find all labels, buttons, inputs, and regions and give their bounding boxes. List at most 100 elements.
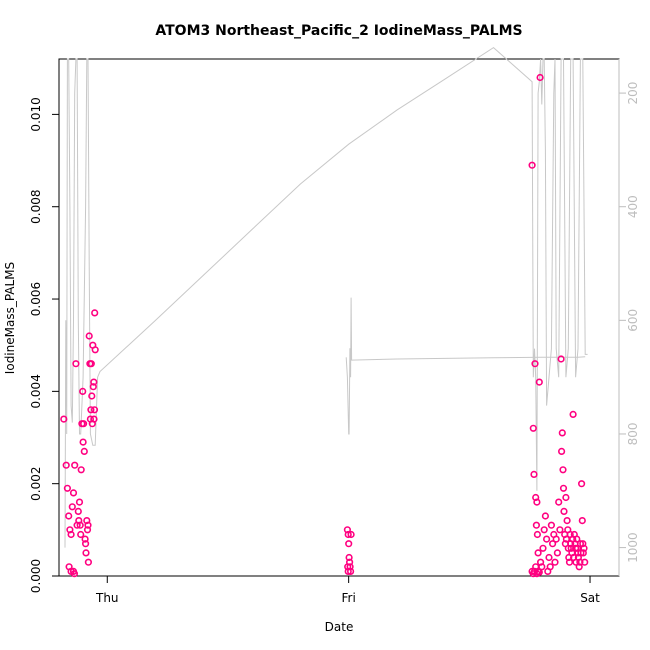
data-point: [530, 470, 538, 479]
data-point: [85, 332, 93, 340]
data-point: [573, 535, 581, 543]
data-point: [533, 498, 541, 506]
data-point: [531, 360, 539, 368]
data-point: [558, 429, 566, 437]
data-point: [68, 503, 76, 511]
data-point: [90, 406, 99, 414]
data-point: [551, 558, 559, 566]
data-point: [555, 498, 563, 506]
data-point: [552, 535, 560, 543]
y2-tick-label: 400: [626, 195, 640, 218]
data-point: [580, 544, 588, 552]
data-point: [347, 530, 355, 539]
secondary-line-layer: [64, 46, 588, 548]
data-point: [76, 521, 84, 529]
data-point: [79, 438, 87, 446]
data-point: [62, 461, 70, 469]
data-point: [536, 73, 544, 82]
data-point: [75, 498, 84, 506]
y2-tick-label: 600: [626, 309, 640, 332]
y2-tick-label: 800: [626, 423, 640, 446]
data-point: [579, 549, 587, 557]
data-point: [81, 535, 89, 543]
data-point: [84, 558, 92, 566]
data-point: [87, 360, 95, 368]
data-point: [563, 516, 571, 525]
data-point: [557, 447, 566, 456]
data-point: [63, 484, 71, 492]
data-point: [532, 521, 541, 529]
y-axis: 0.000 0.002 0.004 0.006 0.008 0.010: [29, 97, 59, 593]
data-point: [576, 540, 585, 548]
y-tick-label: 0.002: [29, 466, 43, 500]
data-point: [346, 563, 354, 571]
data-point: [529, 424, 537, 432]
data-point: [345, 553, 353, 562]
data-point: [578, 516, 586, 525]
data-point: [81, 540, 90, 548]
altitude-line-2: [345, 297, 586, 435]
data-point: [69, 489, 78, 497]
data-point: [74, 507, 82, 516]
data-point: [79, 420, 88, 428]
data-point: [546, 563, 554, 571]
data-point: [60, 415, 68, 423]
data-point: [90, 415, 98, 423]
data-point: [557, 355, 565, 363]
data-point: [345, 540, 353, 548]
data-point: [83, 526, 92, 534]
data-point: [547, 521, 556, 529]
chart-title: ATOM3 Northeast_Pacific_2 IodineMass_PAL…: [155, 23, 522, 39]
data-point: [556, 526, 564, 534]
data-point: [575, 563, 583, 571]
data-point: [538, 563, 546, 571]
data-point: [87, 406, 95, 414]
data-point: [84, 521, 92, 529]
data-point: [65, 512, 73, 520]
data-point: [88, 392, 96, 400]
data-point: [539, 544, 547, 552]
y2-tick-label: 1000: [626, 532, 640, 563]
data-point: [545, 553, 553, 562]
data-point: [344, 530, 352, 539]
data-point: [91, 309, 99, 317]
data-point: [528, 161, 536, 169]
data-point: [559, 466, 567, 474]
data-point: [77, 466, 85, 474]
x-tick-label: Fri: [342, 591, 356, 605]
y-tick-label: 0.006: [29, 282, 43, 316]
x-axis-label: Date: [325, 620, 354, 634]
data-point: [91, 346, 99, 354]
data-point: [533, 530, 542, 539]
y2-tick-label: 200: [626, 82, 640, 105]
data-point: [541, 512, 550, 520]
data-point: [70, 570, 78, 578]
data-point: [540, 526, 548, 534]
data-point: [80, 447, 88, 456]
data-point: [535, 378, 543, 386]
data-point: [534, 549, 542, 557]
data-point: [562, 493, 570, 502]
altitude-line-1: [64, 46, 588, 548]
data-point: [82, 549, 90, 557]
y2-axis: 200 400 600 800 1000: [618, 59, 640, 576]
x-tick-label: Thu: [95, 591, 119, 605]
data-point: [559, 484, 568, 492]
data-point: [89, 383, 97, 391]
data-point: [553, 549, 562, 557]
data-point: [569, 410, 577, 419]
x-tick-label: Sat: [580, 591, 600, 605]
point-layer: [60, 73, 589, 578]
data-point: [79, 387, 87, 396]
data-point: [581, 558, 589, 566]
plot-frame: [58, 58, 620, 577]
data-point: [565, 558, 574, 566]
data-point: [347, 567, 355, 576]
data-point: [71, 461, 79, 469]
y-tick-label: 0.008: [29, 190, 43, 224]
data-point: [77, 530, 85, 539]
data-point: [577, 480, 586, 488]
y-tick-label: 0.004: [29, 374, 43, 408]
data-point: [90, 378, 98, 386]
